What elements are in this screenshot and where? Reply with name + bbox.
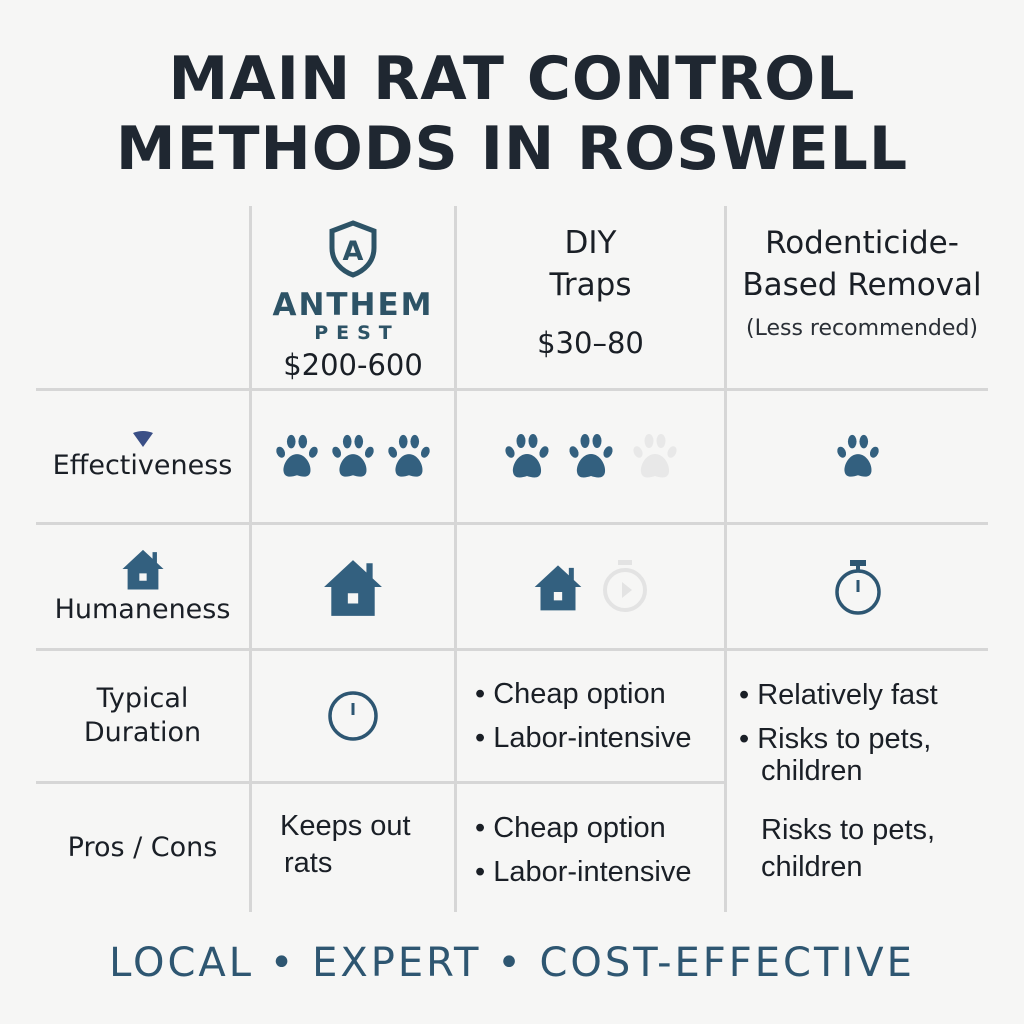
list-item: Labor-intensive bbox=[475, 850, 691, 894]
grid-divider bbox=[454, 206, 457, 912]
list-item: Cheap option bbox=[475, 806, 692, 850]
grid-divider bbox=[36, 522, 988, 525]
house-icon bbox=[118, 547, 168, 591]
grid-divider bbox=[249, 206, 252, 912]
svg-text:A: A bbox=[343, 236, 364, 267]
list-item: Cheap option bbox=[475, 672, 692, 716]
title-line-2: METHODS IN ROSWELL bbox=[115, 114, 909, 184]
stopwatch-icon-muted bbox=[602, 559, 647, 612]
pros-cons-anthem: Keeps out rats bbox=[280, 810, 411, 879]
paw-icon bbox=[502, 432, 552, 482]
row-label-pros-cons: Pros / Cons bbox=[67, 832, 218, 863]
effectiveness-anthem bbox=[252, 391, 454, 522]
column-note: (Less recommended) bbox=[746, 316, 978, 341]
footer-tagline: LOCAL • EXPERT • COST-EFFECTIVE bbox=[109, 940, 915, 986]
house-icon bbox=[533, 562, 583, 612]
paw-icon bbox=[329, 433, 377, 481]
humaneness-diy bbox=[457, 525, 724, 648]
column-title-line-2: Traps bbox=[549, 267, 632, 303]
row-label-duration: Typical Duration bbox=[83, 683, 202, 748]
title-line-1: MAIN RAT CONTROL bbox=[168, 44, 856, 114]
comparison-table: A ANTHEM PEST $200-600 DIY Traps $30–80 … bbox=[36, 206, 1016, 912]
pros-cons-diy: Cheap option Labor-intensive bbox=[457, 784, 724, 912]
humaneness-anthem bbox=[252, 525, 454, 648]
stopwatch-icon bbox=[834, 559, 881, 615]
shield-icon: A bbox=[329, 220, 377, 278]
heart-icon bbox=[132, 430, 153, 447]
duration-diy: Cheap option Labor-intensive bbox=[457, 651, 724, 781]
list-item: Risks to pets, bbox=[739, 717, 938, 761]
grid-divider bbox=[724, 206, 727, 912]
column-header-anthem: A ANTHEM PEST $200-600 bbox=[252, 206, 454, 388]
list-item: Labor-intensive bbox=[475, 716, 691, 760]
effectiveness-diy bbox=[457, 391, 724, 522]
bullet-list: Cheap option Labor-intensive bbox=[475, 672, 692, 760]
clock-icon bbox=[328, 691, 378, 741]
grid-divider bbox=[36, 648, 988, 651]
column-header-rodenticide: Rodenticide- Based Removal (Less recomme… bbox=[727, 206, 997, 388]
list-item: Relatively fast bbox=[739, 673, 938, 717]
brand-name: ANTHEM bbox=[272, 287, 434, 323]
grid-divider bbox=[36, 388, 988, 391]
house-icon bbox=[321, 556, 385, 618]
column-header-diy: DIY Traps $30–80 bbox=[457, 206, 724, 388]
duration-rodenticide: Relatively fast Risks to pets, children bbox=[727, 651, 1007, 801]
paw-icon bbox=[834, 433, 882, 481]
pros-cons-rodenticide: Risks to pets, children bbox=[761, 814, 936, 883]
price-anthem: $200-600 bbox=[283, 348, 423, 382]
paw-icon bbox=[566, 432, 616, 482]
row-label-effectiveness: Effectiveness bbox=[36, 391, 249, 522]
effectiveness-rodenticide bbox=[727, 391, 988, 522]
paw-icon bbox=[385, 433, 433, 481]
row-label-humaneness: Humaneness bbox=[36, 525, 249, 648]
bullet-list: Cheap option Labor-intensive bbox=[475, 806, 692, 894]
grid-divider bbox=[36, 781, 726, 784]
column-title-line-1: Rodenticide- bbox=[765, 225, 959, 261]
bullet-list: Relatively fast Risks to pets, bbox=[739, 673, 938, 761]
price-diy: $30–80 bbox=[537, 326, 644, 360]
paw-icon-muted bbox=[630, 432, 680, 482]
column-title-line-1: DIY bbox=[564, 225, 617, 261]
paw-icon bbox=[273, 433, 321, 481]
column-title-line-2: Based Removal bbox=[742, 267, 982, 303]
brand-subname: PEST bbox=[314, 322, 400, 344]
list-item-continuation: children bbox=[761, 755, 863, 787]
humaneness-rodenticide bbox=[727, 525, 988, 648]
page-title: MAIN RAT CONTROL METHODS IN ROSWELL bbox=[0, 44, 1024, 184]
duration-anthem bbox=[252, 651, 454, 781]
